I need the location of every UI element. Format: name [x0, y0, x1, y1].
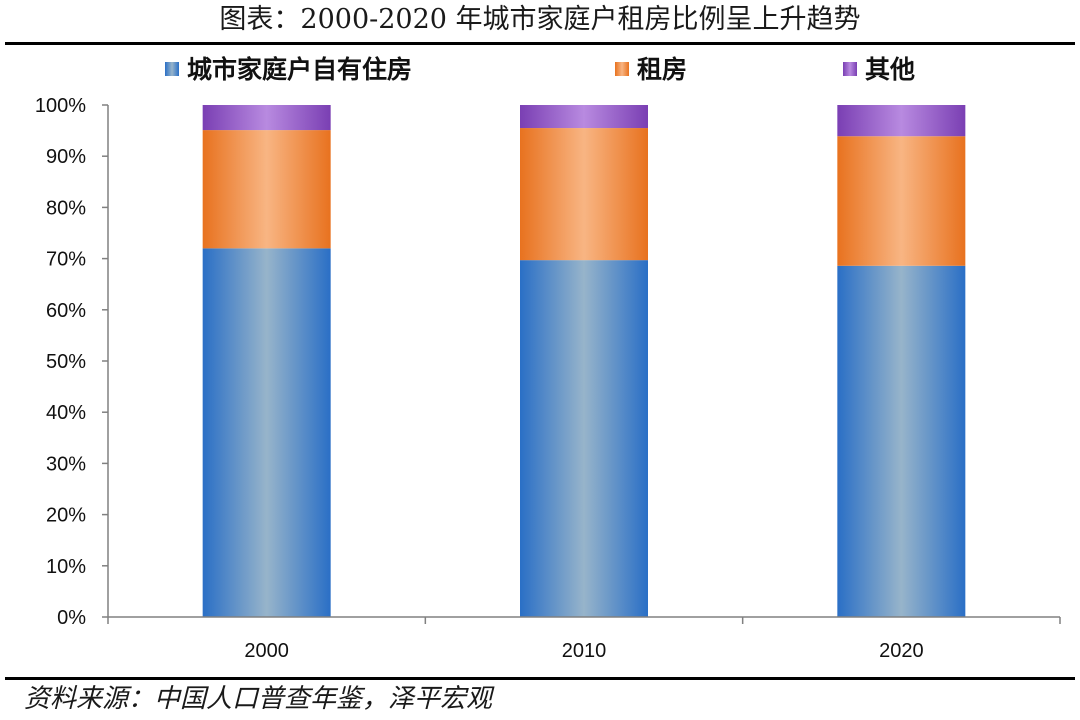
y-tick-label: 50% — [46, 351, 86, 373]
bottom-rule — [5, 677, 1075, 680]
bars — [202, 105, 966, 618]
x-tick-label: 2000 — [244, 640, 289, 662]
legend-swatch — [615, 62, 629, 76]
bar-segment-other-2000 — [202, 105, 331, 131]
top-rule — [5, 42, 1075, 45]
bar-segment-rented-2010 — [520, 128, 648, 261]
legend-label: 其他 — [865, 55, 915, 84]
legend-label: 租房 — [637, 55, 687, 84]
y-tick-label: 100% — [35, 95, 86, 117]
y-tick-label: 40% — [46, 402, 86, 424]
x-axis: 2000 2010 2020 — [107, 616, 1061, 662]
x-tick-label: 2010 — [562, 640, 607, 662]
y-tick-label: 0% — [57, 607, 86, 629]
y-tick-label: 70% — [46, 249, 86, 271]
legend-swatch — [843, 62, 857, 76]
source-note: 资料来源：中国人口普查年鉴，泽平宏观 — [24, 684, 493, 714]
y-tick-label: 60% — [46, 300, 86, 322]
legend-label: 城市家庭户自有住房 — [187, 55, 412, 84]
stacked-bar-chart: 城市家庭户自有住房 租房 其他 0% 10% 20% 30% 40% 50% 60% 70% 80%… — [35, 55, 1061, 662]
bar-segment-owned-2020 — [837, 265, 966, 617]
chart-title: 图表：2000-2020 年城市家庭户租房比例呈上升趋势 — [219, 4, 861, 35]
x-tick-label: 2020 — [879, 640, 924, 662]
bar-segment-rented-2020 — [837, 136, 966, 266]
legend-swatch — [165, 62, 179, 76]
bar-segment-rented-2000 — [202, 130, 331, 249]
bar-segment-owned-2010 — [520, 260, 648, 617]
y-tick-label: 90% — [46, 146, 86, 168]
y-tick-label: 30% — [46, 453, 86, 475]
bar-segment-other-2020 — [837, 105, 966, 137]
bar-segment-owned-2000 — [202, 248, 331, 618]
y-tick-label: 10% — [46, 556, 86, 578]
y-tick-label: 80% — [46, 197, 86, 219]
y-tick-label: 20% — [46, 505, 86, 527]
bar-segment-other-2010 — [520, 105, 648, 129]
legend: 城市家庭户自有住房 租房 其他 — [165, 55, 915, 84]
y-axis: 0% 10% 20% 30% 40% 50% 60% 70% 80% 90% 100% — [35, 95, 109, 629]
